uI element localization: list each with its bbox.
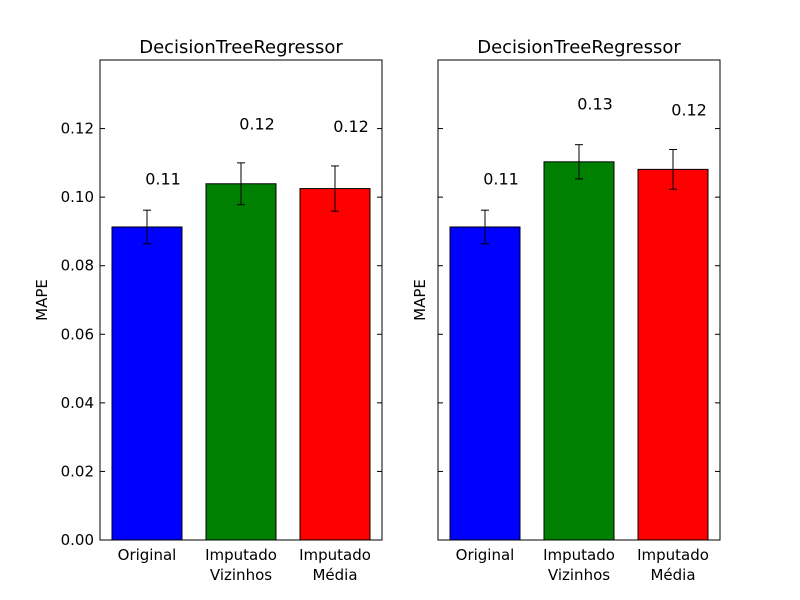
ytick-label: 0.04 — [61, 394, 94, 412]
chart-panel-1: 0.00 0.02 0.04 0.06 0.08 0.10 0.12 Original Impu… — [33, 37, 383, 584]
xtick-label: Original — [118, 546, 177, 564]
chart-panel-2: Original Imputado Vizinhos Imputado Média 0.1… — [411, 37, 721, 584]
xtick-label: Original — [456, 546, 515, 564]
chart-title: DecisionTreeRegressor — [139, 37, 343, 58]
data-label: 0.11 — [145, 170, 181, 189]
axes-frame — [437, 59, 721, 541]
ytick-label: 0.06 — [61, 325, 94, 343]
bar — [205, 183, 277, 541]
bar — [637, 168, 709, 541]
y-axis-label: MAPE — [411, 279, 429, 321]
y-axis-label: MAPE — [33, 279, 51, 321]
xtick-label: Imputado — [299, 546, 371, 564]
bar — [543, 161, 615, 541]
xtick-label: Vizinhos — [210, 566, 272, 584]
xtick-label: Imputado — [543, 546, 615, 564]
bar — [299, 188, 371, 541]
data-label: 0.11 — [483, 170, 519, 189]
xtick-label: Vizinhos — [548, 566, 610, 584]
ytick-label: 0.02 — [61, 462, 94, 480]
ytick-label: 0.10 — [61, 188, 94, 206]
data-label: 0.12 — [333, 117, 369, 136]
bar — [111, 226, 183, 541]
data-label: 0.13 — [577, 95, 613, 114]
ytick-label: 0.00 — [61, 531, 94, 549]
xtick-label: Imputado — [205, 546, 277, 564]
data-label: 0.12 — [671, 100, 707, 119]
bar — [449, 226, 521, 541]
data-label: 0.12 — [239, 114, 275, 133]
ytick-label: 0.12 — [61, 120, 94, 138]
xtick-label: Média — [312, 566, 357, 584]
ytick-label: 0.08 — [61, 257, 94, 275]
xtick-label: Média — [650, 566, 695, 584]
chart-title: DecisionTreeRegressor — [477, 37, 681, 58]
axes-frame — [99, 59, 383, 541]
xtick-label: Imputado — [637, 546, 709, 564]
